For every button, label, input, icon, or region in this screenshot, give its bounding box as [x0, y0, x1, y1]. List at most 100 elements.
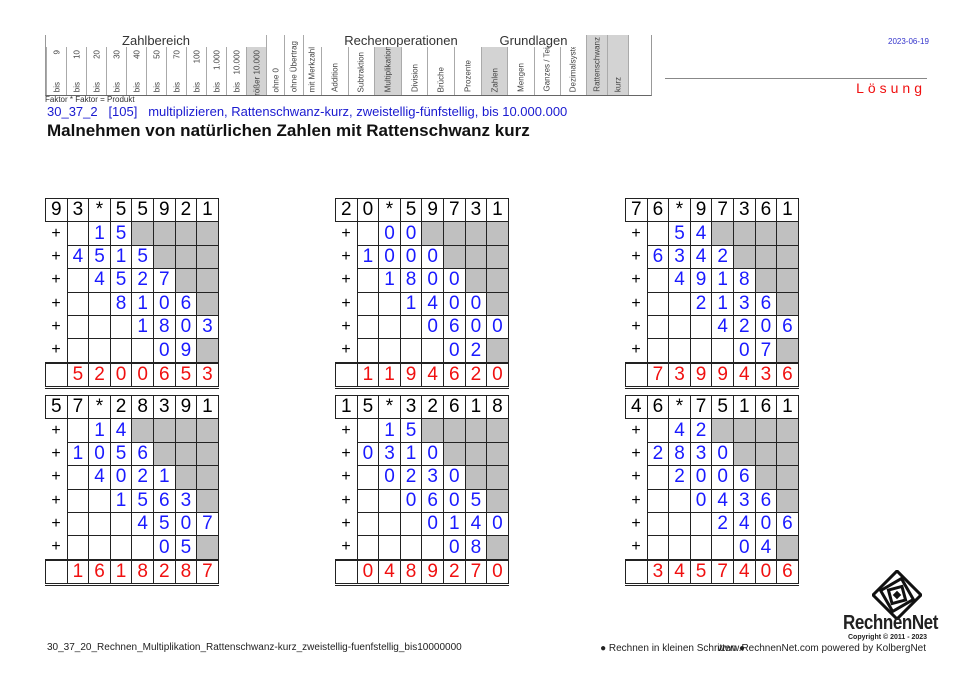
option-col: mit Merkzahl [302, 35, 321, 95]
factor-digit: 2 [335, 197, 358, 223]
partial-digit: 0 [378, 465, 401, 490]
partial-product-row: +0 2 3 0 [335, 465, 509, 490]
zahlbereich-col-sub: bis [232, 81, 241, 92]
partial-digit: 4 [732, 511, 756, 537]
shaded-cell [131, 418, 154, 443]
partial-digit: 0 [711, 441, 734, 467]
zahlbereich-col-sub: bis [192, 81, 201, 92]
partial-product-row: +4 2 0 6 [625, 314, 799, 340]
shaded-cell [754, 441, 778, 467]
zahlbereich-col: 20 bis [86, 47, 106, 95]
zahlbereich-col: 50 bis [146, 47, 166, 95]
shaded-cell [776, 244, 799, 270]
factor-digit: 3 [66, 197, 90, 223]
partial-digit: 3 [732, 488, 756, 513]
zahlbereich-col: 70 bis [166, 47, 186, 95]
partial-digit: 0 [421, 244, 444, 270]
zahlbereich-col-label: 10 [72, 50, 81, 59]
partial-digit: 0 [442, 488, 466, 513]
partial-digit: 8 [668, 441, 691, 467]
shaded-cell [464, 244, 488, 270]
result-digit: 0 [109, 361, 133, 390]
factor-digit: 6 [442, 394, 466, 420]
partial-digit: 5 [109, 441, 133, 467]
partial-product-row: +8 1 0 6 [45, 291, 219, 316]
basics-col-sub: Zahlen [490, 67, 500, 92]
basics-col: Zahlen [481, 47, 508, 95]
partial-digit [66, 488, 90, 513]
result-digit: 7 [196, 558, 219, 587]
partial-digit: 2 [646, 441, 670, 467]
operation-col-sub: Addition [330, 63, 340, 92]
partial-digit [356, 535, 380, 561]
result-digit: 8 [399, 558, 423, 587]
zahlbereich-col-sub: bis [52, 81, 61, 92]
factor-digit: 2 [421, 394, 444, 420]
factor-digit: 9 [174, 394, 198, 420]
partial-digit: 6 [646, 244, 670, 270]
shaded-cell [486, 338, 509, 364]
partial-digit [689, 314, 713, 340]
shaded-cell [486, 535, 509, 561]
factor-digit: 0 [356, 197, 380, 223]
partial-product-row: +1 0 5 6 [45, 441, 219, 467]
partial-digit: 2 [668, 465, 691, 490]
partial-digit [356, 291, 380, 316]
result-digit: 7 [711, 558, 734, 587]
exercise-grid: 2 0 * 5 9 7 3 1 +0 0 +1 0 0 0 +1 8 0 0 +1 4 0 0 +0 6 0 0 +0 2 1 1 9 4 6 2… [335, 197, 509, 390]
result-digit: 4 [732, 361, 756, 390]
partial-digit [646, 268, 670, 293]
partial-product-row: +1 4 [45, 418, 219, 443]
partial-digit [689, 338, 713, 364]
shaded-cell [421, 418, 444, 443]
classification-header: Zahlbereich Rechenoperationen Grundlagen 9 b… [45, 33, 652, 96]
plus-sign: + [625, 292, 648, 316]
partial-digit: 0 [399, 221, 423, 246]
partial-product-row: +1 0 0 0 [335, 244, 509, 270]
partial-digit [356, 488, 380, 513]
plus-sign: + [625, 442, 648, 466]
tag-col-sub: kurz [613, 76, 623, 92]
partial-product-row: +4 5 0 7 [45, 511, 219, 537]
partial-digit: 0 [421, 314, 444, 340]
result-blank [625, 558, 648, 587]
plus-sign: + [335, 512, 358, 536]
partial-product-row: +0 1 4 0 [335, 511, 509, 537]
result-digit: 1 [356, 361, 380, 390]
factor-digit: 5 [711, 394, 734, 420]
group-zahlbereich: Zahlbereich [122, 33, 190, 48]
partial-digit: 0 [732, 338, 756, 364]
partial-digit: 4 [711, 488, 734, 513]
partial-digit: 1 [378, 418, 401, 443]
partial-digit: 2 [689, 291, 713, 316]
partial-digit: 6 [776, 511, 799, 537]
zahlbereich-col-sub: bis [132, 81, 141, 92]
divider [665, 78, 927, 79]
shaded-cell [174, 244, 198, 270]
zahlbereich-col-label: 20 [92, 50, 101, 59]
partial-digit [66, 511, 90, 537]
plus-sign: + [335, 465, 358, 490]
partial-digit: 1 [378, 268, 401, 293]
shaded-cell [464, 465, 488, 490]
partial-digit [711, 535, 734, 561]
partial-digit: 0 [378, 244, 401, 270]
shaded-cell [776, 465, 799, 490]
plus-sign: + [45, 535, 68, 560]
shaded-cell [196, 465, 219, 490]
partial-product-row: +0 8 [335, 535, 509, 561]
multiply-sign: * [668, 197, 691, 223]
partial-digit: 3 [668, 244, 691, 270]
shaded-cell [486, 441, 509, 467]
shaded-cell [196, 488, 219, 513]
result-digit: 9 [711, 361, 734, 390]
factor-digit: 5 [356, 394, 380, 420]
factor-digit: 9 [689, 197, 713, 223]
factor-digit: 1 [486, 197, 509, 223]
partial-digit [378, 511, 401, 537]
partial-digit [646, 488, 670, 513]
partial-digit: 0 [464, 291, 488, 316]
